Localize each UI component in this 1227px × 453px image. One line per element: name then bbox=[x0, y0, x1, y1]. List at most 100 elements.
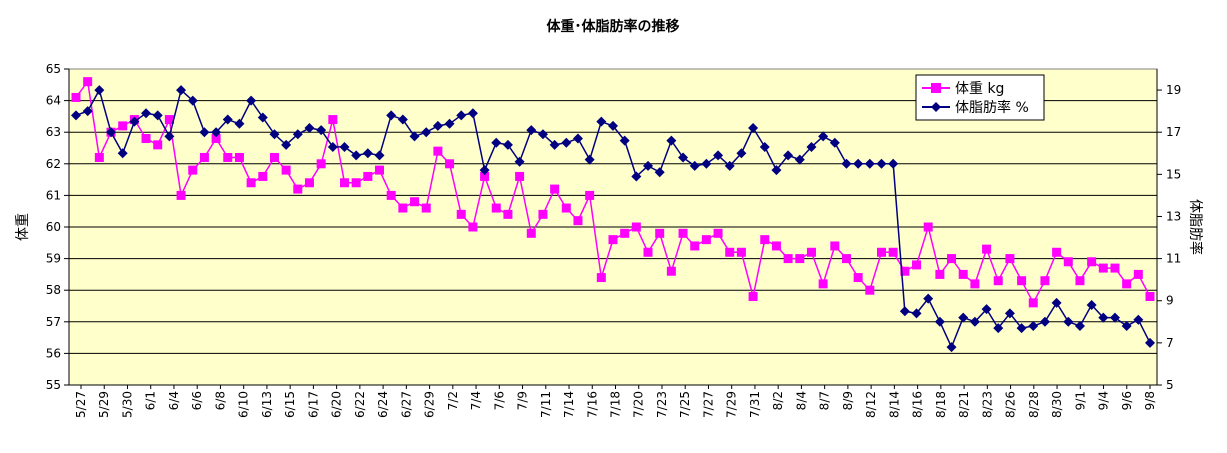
bodyfat-data-point bbox=[1074, 321, 1085, 332]
legend: 体重 kg 体脂肪率 % bbox=[915, 74, 1045, 121]
bodyfat-data-point bbox=[187, 95, 198, 106]
bodyfat-data-point bbox=[713, 150, 724, 161]
weight-data-point bbox=[234, 152, 244, 162]
bodyfat-data-point bbox=[164, 131, 175, 142]
bodyfat-data-point bbox=[993, 323, 1004, 334]
weight-data-point bbox=[281, 165, 291, 175]
x-tick-label: 5/30 bbox=[120, 391, 134, 418]
bodyfat-data-point bbox=[608, 120, 618, 131]
weight-data-point bbox=[631, 222, 641, 232]
weight-data-point bbox=[970, 279, 980, 289]
weight-data-point bbox=[83, 77, 93, 87]
weight-data-point bbox=[421, 203, 431, 213]
x-tick-label: 7/2 bbox=[446, 391, 460, 410]
y-left-tick-label: 58 bbox=[46, 283, 61, 297]
bodyfat-data-point bbox=[1145, 337, 1155, 348]
bodyfat-data-point bbox=[748, 122, 759, 133]
bodyfat-data-point bbox=[456, 110, 467, 121]
weight-data-point bbox=[585, 190, 595, 200]
x-tick-label: 8/21 bbox=[957, 391, 971, 418]
x-tick-label: 8/9 bbox=[841, 391, 855, 410]
bodyfat-data-point bbox=[421, 127, 432, 138]
x-tick-label: 7/31 bbox=[748, 391, 762, 418]
bodyfat-data-point bbox=[362, 148, 373, 159]
bodyfat-data-point bbox=[619, 135, 630, 146]
weight-data-point bbox=[304, 178, 314, 188]
weight-data-point bbox=[375, 165, 385, 175]
weight-data-point bbox=[316, 159, 326, 169]
y-right-tick-label: 7 bbox=[1166, 336, 1174, 350]
bodyfat-data-point bbox=[759, 141, 770, 152]
bodyfat-data-point bbox=[818, 131, 829, 142]
x-tick-label: 8/30 bbox=[1050, 391, 1064, 418]
bodyfat-data-point bbox=[876, 158, 887, 169]
weight-data-point bbox=[1087, 257, 1097, 267]
weight-data-point bbox=[783, 254, 793, 264]
x-tick-label: 9/1 bbox=[1073, 391, 1087, 410]
bodyfat-data-point bbox=[339, 141, 350, 152]
weight-data-point bbox=[1052, 247, 1062, 257]
weight-data-point bbox=[164, 115, 174, 125]
x-tick-label: 7/16 bbox=[585, 391, 599, 418]
x-tick-label: 9/4 bbox=[1097, 391, 1111, 410]
x-tick-label: 7/6 bbox=[492, 391, 506, 410]
x-tick-label: 8/26 bbox=[1004, 391, 1018, 418]
bodyfat-data-point bbox=[106, 127, 117, 138]
bodyfat-data-point bbox=[537, 129, 548, 140]
bodyfat-data-point bbox=[129, 116, 140, 127]
weight-data-point bbox=[1005, 254, 1015, 264]
bodyfat-data-point bbox=[397, 114, 408, 125]
bodyfat-data-point bbox=[1016, 323, 1027, 334]
weight-data-point bbox=[748, 292, 758, 302]
y-left-tick-label: 56 bbox=[46, 346, 61, 360]
bodyfat-data-point bbox=[794, 154, 805, 165]
weight-data-point bbox=[1017, 276, 1027, 286]
weight-data-point bbox=[293, 184, 303, 194]
weight-data-point bbox=[456, 209, 466, 219]
weight-data-point bbox=[386, 190, 396, 200]
weight-data-point bbox=[199, 152, 209, 162]
bodyfat-data-point bbox=[584, 154, 595, 165]
weight-data-point bbox=[1133, 269, 1143, 279]
weight-data-point bbox=[1098, 263, 1108, 273]
weight-data-point bbox=[620, 228, 630, 238]
x-tick-label: 7/14 bbox=[562, 391, 576, 418]
weight-data-point bbox=[1110, 263, 1120, 273]
legend-weight-marker bbox=[931, 83, 941, 93]
x-tick-label: 6/24 bbox=[376, 391, 390, 418]
bodyfat-data-point bbox=[292, 129, 303, 140]
weight-data-point bbox=[853, 273, 863, 283]
bodyfat-data-point bbox=[829, 137, 840, 148]
bodyfat-data-point bbox=[1098, 312, 1109, 323]
x-tick-label: 7/20 bbox=[632, 391, 646, 418]
bodyfat-data-point bbox=[654, 167, 665, 178]
weight-data-point bbox=[713, 228, 723, 238]
bodyfat-data-point bbox=[1109, 312, 1120, 323]
weight-data-point bbox=[725, 247, 735, 257]
x-tick-label: 8/14 bbox=[887, 391, 901, 418]
bodyfat-data-point bbox=[899, 306, 910, 317]
weight-data-point bbox=[410, 197, 420, 207]
y-left-tick-label: 63 bbox=[46, 125, 61, 139]
weight-data-point bbox=[900, 266, 910, 276]
weight-data-point bbox=[947, 254, 957, 264]
x-tick-label: 6/22 bbox=[353, 391, 367, 418]
x-tick-label: 7/23 bbox=[655, 391, 669, 418]
bodyfat-data-point bbox=[1063, 316, 1074, 327]
x-tick-label: 6/4 bbox=[167, 391, 181, 410]
bodyfat-data-point bbox=[946, 342, 957, 353]
legend-weight-label: 体重 kg bbox=[955, 81, 1004, 97]
y-left-tick-label: 55 bbox=[46, 378, 61, 392]
x-tick-label: 8/12 bbox=[864, 391, 878, 418]
bodyfat-data-point bbox=[211, 127, 222, 138]
x-tick-label: 7/11 bbox=[539, 391, 553, 418]
x-tick-label: 8/4 bbox=[794, 391, 808, 410]
y-left-tick-label: 65 bbox=[46, 62, 61, 76]
bodyfat-data-point bbox=[304, 122, 315, 133]
bodyfat-data-point bbox=[864, 158, 875, 169]
bodyfat-data-point bbox=[117, 148, 128, 159]
weight-data-point bbox=[94, 152, 104, 162]
bodyfat-data-point bbox=[631, 171, 642, 182]
